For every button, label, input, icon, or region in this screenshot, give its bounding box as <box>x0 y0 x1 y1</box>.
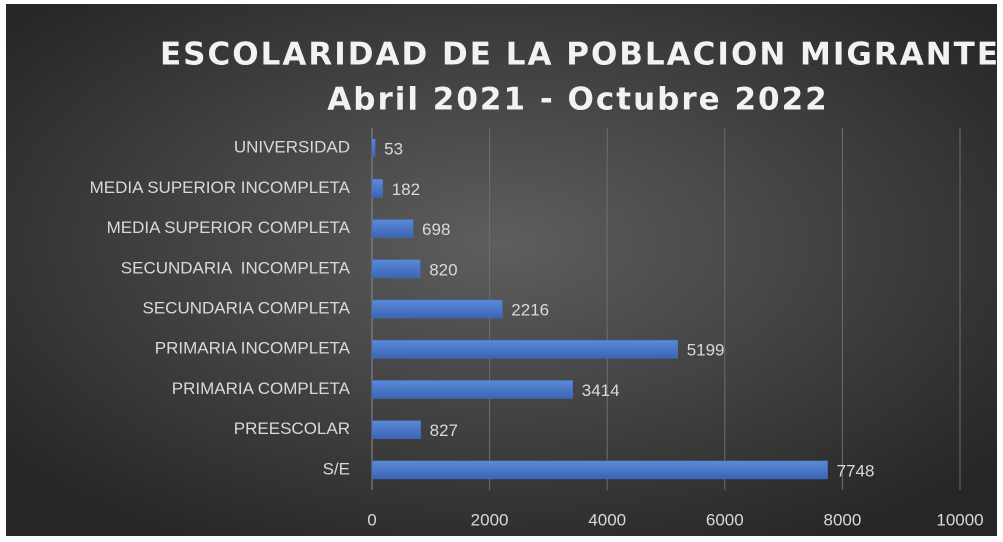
chart-background <box>6 4 997 536</box>
bar <box>371 460 828 480</box>
y-tick-label: MEDIA SUPERIOR INCOMPLETA <box>90 178 351 197</box>
chart-title: ESCOLARIDAD DE LA POBLACION MIGRANTE <box>160 37 1000 73</box>
y-tick-label: PRIMARIA INCOMPLETA <box>155 339 351 358</box>
y-tick-label: MEDIA SUPERIOR COMPLETA <box>107 218 351 237</box>
y-tick-label: S/E <box>323 459 350 478</box>
bar <box>371 299 503 319</box>
data-label: 820 <box>429 260 457 279</box>
data-label: 698 <box>422 220 450 239</box>
x-tick-label: 4000 <box>588 510 626 529</box>
y-tick-label: SECUNDARIA INCOMPLETA <box>121 258 351 277</box>
y-tick-label: PRIMARIA COMPLETA <box>172 379 351 398</box>
bar <box>371 219 414 238</box>
data-label: 5199 <box>687 341 725 360</box>
y-tick-label: SECUNDARIA COMPLETA <box>142 298 350 317</box>
y-tick-label: PREESCOLAR <box>234 419 350 438</box>
y-tick-label: UNIVERSIDAD <box>234 138 350 157</box>
bar <box>371 138 376 158</box>
bar <box>371 339 678 359</box>
data-label: 7748 <box>837 461 875 480</box>
data-label: 53 <box>384 140 403 159</box>
data-label: 3414 <box>582 381 620 400</box>
x-tick-label: 10000 <box>936 510 983 529</box>
bar <box>371 380 573 399</box>
data-label: 827 <box>430 421 458 440</box>
x-tick-label: 0 <box>367 510 376 529</box>
chart-subtitle: Abril 2021 - Octubre 2022 <box>327 82 828 118</box>
data-label: 182 <box>392 180 420 199</box>
x-tick-label: 2000 <box>471 510 509 529</box>
data-label: 2216 <box>511 300 549 319</box>
x-tick-label: 8000 <box>823 510 861 529</box>
bar <box>371 259 421 279</box>
bar <box>371 179 383 198</box>
x-tick-label: 6000 <box>706 510 744 529</box>
bar <box>371 420 421 439</box>
